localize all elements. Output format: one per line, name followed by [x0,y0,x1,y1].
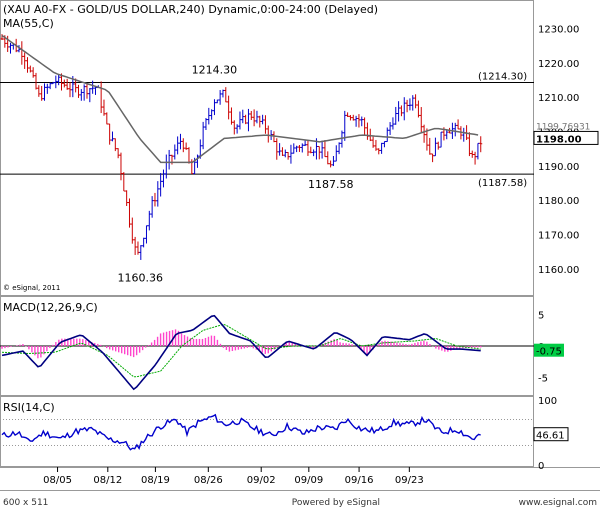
price-tick-label: 1190.00 [538,162,579,173]
price-tick-label: 1170.00 [538,231,579,242]
rsi-last-box [533,427,569,442]
last-price-label: 1198.00 [536,134,582,145]
price-tick-label: 1180.00 [538,196,579,207]
ma-overlay-label: MA(55,C) [3,17,54,30]
ma-value-label: 1199.76931 [536,122,590,132]
footer-powered-by: Powered by eSignal [292,498,380,508]
macd-panel: 50-5-0.75 [0,311,564,391]
price-annotation: 1187.58 [308,178,354,191]
level-label: (1214.30) [478,71,527,82]
last-price-box [533,130,599,145]
rsi-last-label: 46.61 [536,431,565,442]
rsi-tick-label: 100 [538,396,557,407]
rsi-panel: 10050046.61 [0,396,569,472]
price-panel: 1160.001170.001180.001190.001200.001210.… [0,25,599,285]
price-annotation: 1160.36 [118,272,164,285]
x-axis-tick-label: 08/05 [43,475,72,486]
rsi-line [1,413,481,451]
rsi-tick-label: 0 [538,461,544,472]
x-axis-tick-label: 08/12 [93,475,122,486]
x-axis-tick-label: 09/16 [345,475,374,486]
rsi-title: RSI(14,C) [3,401,55,414]
esignal-credit: © eSignal, 2011 [3,284,60,292]
moving-average-line [1,34,479,164]
price-tick-label: 1220.00 [538,59,579,70]
x-axis-tick-label: 09/23 [395,475,424,486]
price-annotation: 1214.30 [192,63,238,76]
x-axis-tick-label: 08/19 [141,475,170,486]
x-axis: 08/05 08/12 08/19 08/26 09/02 09/09 09/16 09/23 [43,467,424,486]
macd-last-label: -0.75 [536,347,562,358]
macd-tick-label: 5 [538,311,544,322]
macd-title: MACD(12,26,9,C) [3,301,98,314]
macd-tick-label: -5 [538,373,548,384]
price-chart-title: (XAU A0-FX - GOLD/US DOLLAR,240) Dynamic… [3,3,378,16]
level-label: (1187.58) [478,178,527,189]
price-tick-label: 1160.00 [538,265,579,276]
price-panel-frame [0,0,534,296]
price-tick-label: 1210.00 [538,93,579,104]
price-tick-label: 1230.00 [538,25,579,36]
x-axis-tick-label: 09/09 [294,475,323,486]
macd-line [1,314,481,391]
x-axis-tick-label: 08/26 [194,475,223,486]
macd-signal-line [1,323,481,378]
x-axis-tick-label: 09/02 [247,475,276,486]
footer-esignal-link[interactable]: www.esignal.com [519,498,597,508]
footer-size-label: 600 x 511 [3,498,48,508]
macd-last-box [534,343,564,357]
